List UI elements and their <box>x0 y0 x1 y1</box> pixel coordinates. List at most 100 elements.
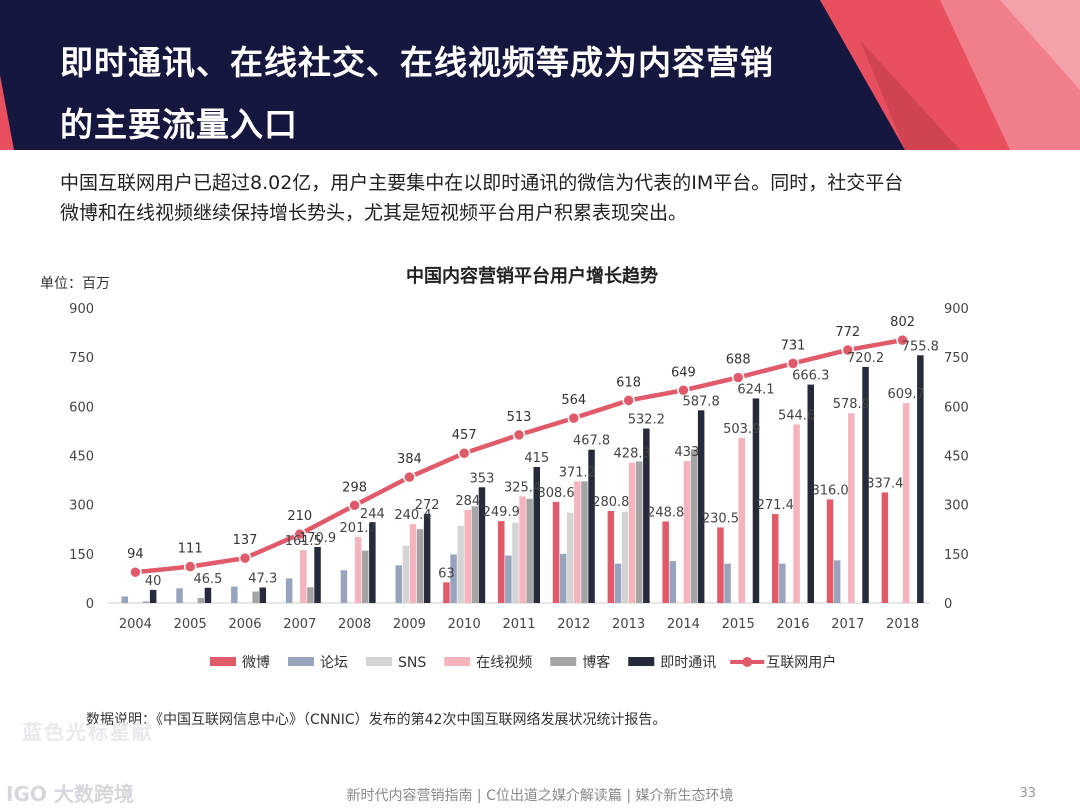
header-background <box>0 0 1080 150</box>
x-tick-label: 2018 <box>886 617 919 632</box>
bar-微博-2017 <box>826 499 834 603</box>
bar-微博-2011 <box>498 521 505 603</box>
bar-label: 720.2 <box>847 351 884 366</box>
bar-即时通讯-2006 <box>259 587 266 603</box>
legend-label: 即时通讯 <box>660 655 716 671</box>
bar-label: 532.2 <box>628 413 665 428</box>
bar-博客-2012 <box>581 481 588 603</box>
line-label: 513 <box>507 410 532 425</box>
bar-即时通讯-2017 <box>862 366 869 603</box>
x-tick-label: 2006 <box>228 617 261 632</box>
line-point <box>238 551 252 565</box>
bar-论坛-2013 <box>614 563 622 603</box>
x-tick-label: 2004 <box>119 617 152 632</box>
line-point <box>457 446 471 460</box>
header-banner: 即时通讯、在线社交、在线视频等成为内容营销 的主要流量入口 <box>0 0 1080 150</box>
bar-即时通讯-2018 <box>917 355 924 603</box>
bar-label: 230.5 <box>702 511 739 526</box>
line-point <box>348 499 361 512</box>
bar-博客-2005 <box>197 598 205 603</box>
line-label: 564 <box>561 393 586 408</box>
bar-label: 467.8 <box>573 434 610 449</box>
legend-swatch <box>366 657 392 666</box>
bar-博客-2009 <box>416 529 424 603</box>
bar-SNS-2010 <box>457 525 464 603</box>
line-label: 111 <box>178 542 203 557</box>
bar-微博-2012 <box>552 501 560 603</box>
chart-bars <box>121 355 924 603</box>
bar-SNS-2012 <box>567 512 574 603</box>
intro-paragraph: 中国互联网用户已超过8.02亿，用户主要集中在以即时通讯的微信为代表的IM平台。… <box>60 168 1020 228</box>
bar-论坛-2016 <box>779 563 786 603</box>
line-point <box>677 384 690 397</box>
bar-论坛-2004 <box>121 596 128 603</box>
bar-label: 240.4 <box>394 508 431 523</box>
bar-即时通讯-2016 <box>807 384 814 603</box>
bar-label: 609.7 <box>888 387 925 402</box>
bar-微博-2014 <box>662 521 669 603</box>
x-tick-label: 2012 <box>557 617 590 632</box>
bar-即时通讯-2012 <box>588 449 595 603</box>
y-tick-left: 600 <box>69 400 94 415</box>
watermark-logo: IGO 大数跨境 <box>6 782 134 806</box>
bar-即时通讯-2009 <box>423 513 431 603</box>
legend-label: 互联网用户 <box>766 654 836 671</box>
line-point <box>841 343 855 357</box>
bar-即时通讯-2004 <box>149 589 157 603</box>
footer-text: 新时代内容营销指南 | C位出道之媒介解读篇 | 媒介新生态环境 <box>346 788 734 804</box>
line-point <box>786 357 800 370</box>
line-point <box>403 470 416 484</box>
bar-label: 170.9 <box>299 531 336 546</box>
line-label: 94 <box>127 547 144 562</box>
bar-label: 308.6 <box>537 486 574 501</box>
y-tick-right: 150 <box>944 548 969 563</box>
y-tick-left: 450 <box>69 450 94 465</box>
bar-微博-2018 <box>881 492 889 603</box>
legend-label: 微博 <box>242 654 270 671</box>
watermark-brand: 蓝色光标星献 <box>22 720 154 744</box>
bar-论坛-2008 <box>340 570 348 603</box>
header-right-facet-2 <box>1000 0 1080 90</box>
intro-line-2: 微博和在线视频继续保持增长势头，尤其是短视频平台用户积累表现突出。 <box>60 202 688 224</box>
bar-微博-2015 <box>717 527 724 603</box>
bar-在线视频-2015 <box>738 437 745 603</box>
bar-label: 248.8 <box>647 505 684 520</box>
chart-legend: 微博 论坛 SNS 在线视频 博客 即时通讯 互联网用户 <box>210 654 836 671</box>
line-label: 137 <box>233 533 258 548</box>
line-label: 731 <box>781 338 806 353</box>
legend-swatch <box>628 657 655 666</box>
line-point <box>293 527 307 541</box>
line-point <box>183 560 197 573</box>
page-title-line-1: 即时通讯、在线社交、在线视频等成为内容营销 <box>60 43 774 82</box>
legend-label: 博客 <box>582 654 610 671</box>
bar-label: 755.8 <box>902 339 939 354</box>
bar-博客-2004 <box>142 601 150 603</box>
bar-label: 624.1 <box>737 382 774 397</box>
bar-label: 353 <box>470 471 495 486</box>
bar-即时通讯-2011 <box>533 466 540 603</box>
bar-label: 337.4 <box>866 476 903 491</box>
y-tick-left: 150 <box>69 548 94 563</box>
bar-label: 280.8 <box>592 495 629 510</box>
bar-论坛-2012 <box>559 553 567 603</box>
x-tick-label: 2013 <box>612 617 645 632</box>
bar-在线视频-2010 <box>464 509 471 603</box>
bar-博客-2007 <box>307 587 314 603</box>
bar-在线视频-2011 <box>519 496 526 603</box>
bar-label: 666.3 <box>792 369 829 384</box>
y-tick-right: 900 <box>944 302 969 317</box>
x-tick-label: 2008 <box>338 617 371 632</box>
line-label: 298 <box>342 480 367 495</box>
bar-label: 272 <box>415 498 440 513</box>
x-tick-label: 2010 <box>448 617 481 632</box>
line-point <box>129 565 142 579</box>
legend-swatch <box>288 657 314 666</box>
bar-label: 271.4 <box>757 498 794 513</box>
bar-即时通讯-2007 <box>314 546 321 603</box>
page-number: 33 <box>1019 786 1036 801</box>
bar-label: 249.9 <box>483 505 520 520</box>
line-point <box>731 371 745 384</box>
line-label: 457 <box>452 428 477 443</box>
bar-论坛-2010 <box>450 554 457 603</box>
